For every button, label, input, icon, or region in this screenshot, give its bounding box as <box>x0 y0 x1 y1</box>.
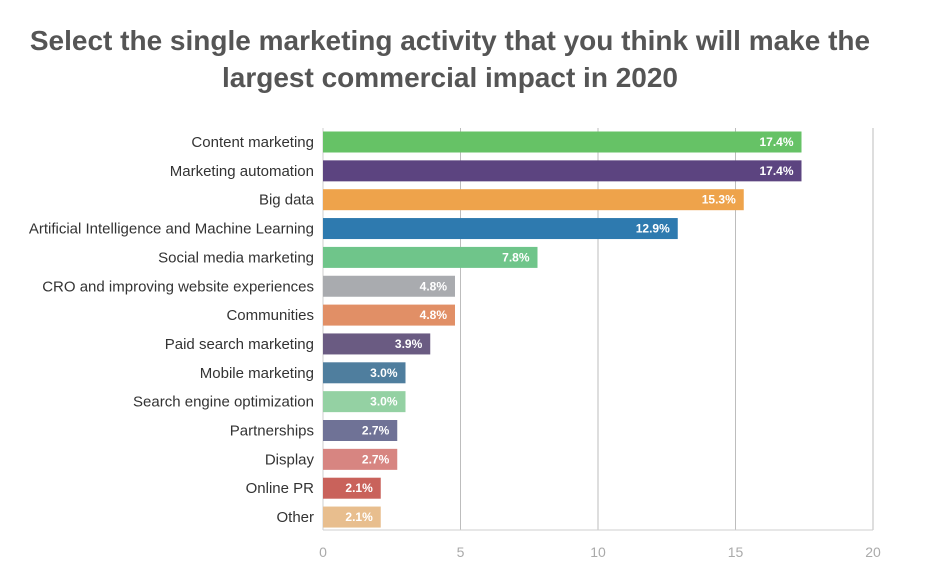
value-label: 3.0% <box>370 395 398 409</box>
category-labels: Content marketing Marketing automation Big… <box>29 134 315 526</box>
bar <box>323 333 431 355</box>
bar <box>323 131 802 153</box>
category-label: Online PR <box>246 480 315 497</box>
value-label: 2.1% <box>345 481 373 495</box>
category-label: Mobile marketing <box>200 365 314 382</box>
x-tick-label: 15 <box>728 544 744 560</box>
chart-title: Select the single marketing activity tha… <box>0 22 900 96</box>
bar <box>323 477 381 499</box>
bar <box>323 275 455 297</box>
bar <box>323 246 538 268</box>
bars: 17.4% 17.4% 15.3% 12.9% 7.8% 4.8% 4.8% 3.9% 3.0%… <box>323 131 802 528</box>
value-label: 3.9% <box>395 337 423 351</box>
chart-title-line-1: Select the single marketing activity tha… <box>29 25 871 56</box>
value-label: 12.9% <box>636 222 670 236</box>
value-label: 4.8% <box>420 308 448 322</box>
value-label: 2.7% <box>362 424 390 438</box>
category-label: Big data <box>259 192 315 209</box>
category-label: Partnerships <box>230 423 314 440</box>
x-tick-label: 0 <box>319 544 327 560</box>
value-label: 2.7% <box>362 452 390 466</box>
category-label: Marketing automation <box>170 163 314 180</box>
value-label: 17.4% <box>759 135 793 149</box>
category-label: Communities <box>226 307 314 324</box>
x-tick-label: 5 <box>457 544 465 560</box>
chart-title-line-2: largest commercial impact in 2020 <box>222 62 678 93</box>
bar <box>323 218 678 240</box>
value-label: 2.1% <box>345 510 373 524</box>
category-label: Artificial Intelligence and Machine Lear… <box>29 221 314 238</box>
value-label: 4.8% <box>420 279 448 293</box>
value-label: 3.0% <box>370 366 398 380</box>
x-tick-label: 20 <box>865 544 881 560</box>
bar <box>323 160 802 182</box>
bar <box>323 391 406 413</box>
bar <box>323 448 398 470</box>
x-tick-label: 10 <box>590 544 606 560</box>
category-label: Content marketing <box>191 134 314 151</box>
category-label: Display <box>265 451 315 468</box>
value-label: 15.3% <box>702 193 736 207</box>
bar <box>323 506 381 528</box>
bar <box>323 420 398 441</box>
bar <box>323 304 455 326</box>
bar <box>323 362 406 384</box>
category-label: CRO and improving website experiences <box>42 278 314 295</box>
category-label: Social media marketing <box>158 249 314 266</box>
category-label: Other <box>276 509 314 526</box>
gridlines <box>322 128 874 531</box>
x-axis-ticks: 0 5 10 15 20 <box>319 544 881 560</box>
value-label: 7.8% <box>502 250 530 264</box>
value-label: 17.4% <box>759 164 793 178</box>
bar <box>323 189 744 211</box>
category-label: Search engine optimization <box>133 394 314 411</box>
category-label: Paid search marketing <box>165 336 314 353</box>
